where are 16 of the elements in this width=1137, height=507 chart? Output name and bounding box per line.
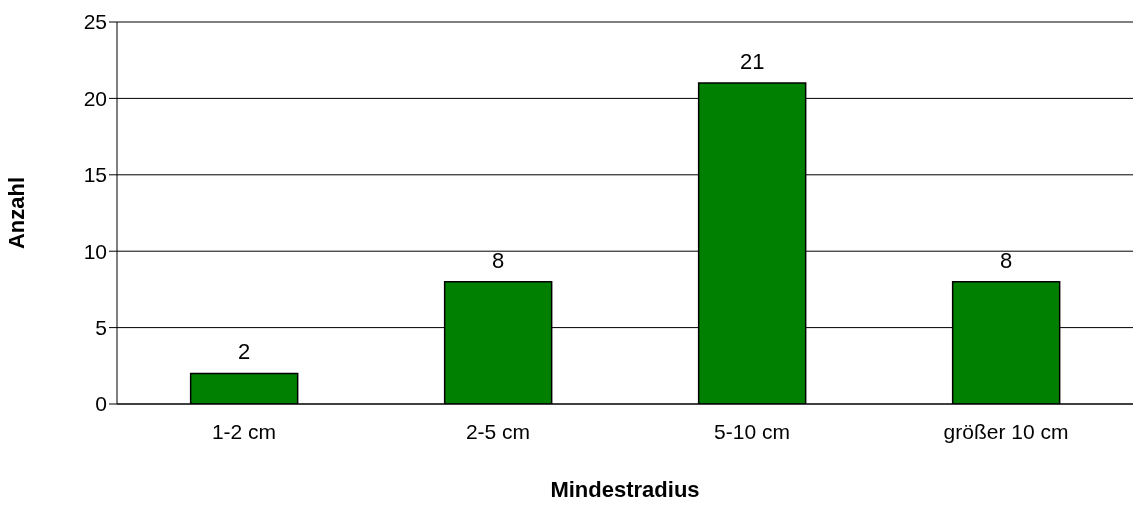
data-label: 8 — [492, 247, 505, 273]
x-axis-title: Mindestradius — [550, 477, 700, 502]
data-label: 21 — [739, 49, 765, 75]
x-tick-label: größer 10 cm — [943, 419, 1069, 443]
y-tick-label: 25 — [83, 10, 107, 34]
x-tick-label: 5-10 cm — [714, 419, 790, 443]
y-tick-label: 15 — [83, 163, 107, 187]
x-tick-label: 1-2 cm — [211, 419, 277, 443]
data-label: 8 — [1000, 247, 1013, 273]
y-tick-label: 10 — [83, 239, 107, 263]
x-tick-label: 2-5 cm — [465, 419, 531, 443]
y-tick-label: 0 — [95, 392, 107, 416]
y-axis-title: Anzahl — [3, 176, 29, 250]
y-tick-label: 5 — [95, 316, 107, 340]
y-tick-label: 20 — [83, 86, 107, 110]
data-label: 2 — [238, 339, 251, 365]
